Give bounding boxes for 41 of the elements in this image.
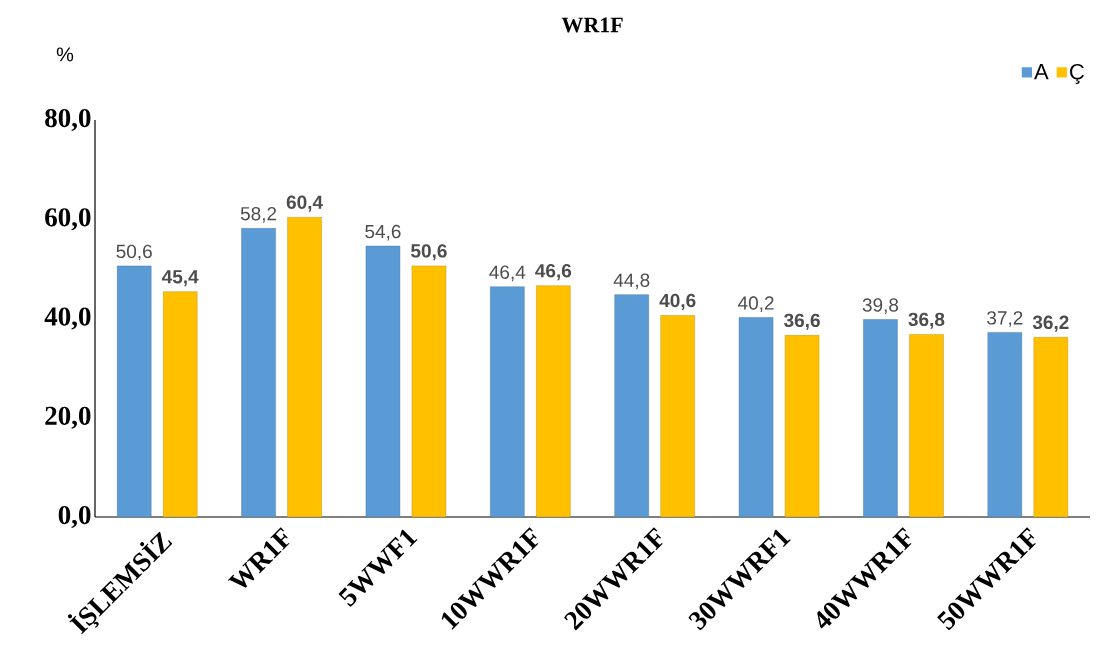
bar [490, 286, 525, 517]
data-label: 45,4 [161, 270, 199, 287]
y-tick-label: 60,0 [45, 208, 91, 231]
bar [863, 319, 898, 517]
bar [614, 294, 649, 517]
bar [660, 315, 695, 517]
y-tick-label: 20,0 [45, 406, 91, 429]
legend-label: A [1034, 64, 1049, 80]
bar [909, 334, 944, 517]
bar [241, 227, 276, 517]
bar [784, 335, 820, 517]
data-label: 54,6 [365, 224, 401, 241]
bar [116, 265, 152, 517]
y-axis-title: % [56, 47, 74, 62]
data-label: 36,6 [784, 313, 820, 330]
data-label: 50,6 [116, 244, 152, 261]
bar [1033, 337, 1069, 517]
data-label: 50,6 [411, 244, 447, 261]
data-label: 44,8 [613, 273, 650, 290]
data-label: 46,6 [535, 264, 572, 281]
bar [365, 245, 401, 517]
data-label: 58,2 [240, 206, 277, 223]
data-label: 60,4 [286, 195, 323, 212]
bar [738, 317, 774, 517]
data-label: 36,2 [1032, 315, 1069, 332]
data-label: 36,8 [908, 312, 945, 329]
bar [162, 291, 198, 517]
y-tick-label: 0,0 [58, 505, 91, 529]
bar [287, 217, 322, 517]
bar [411, 265, 447, 517]
data-label: 39,8 [862, 298, 899, 314]
data-label: 40,6 [659, 293, 696, 310]
bar [536, 285, 571, 517]
legend-label: Ç [1070, 63, 1084, 84]
data-label: 37,2 [987, 311, 1023, 327]
y-tick-label: 40,0 [44, 307, 91, 330]
bar [987, 332, 1023, 517]
y-tick-label: 80,0 [45, 108, 91, 132]
chart-title: WR1F [561, 17, 623, 33]
data-label: 46,4 [489, 265, 526, 282]
data-label: 40,2 [738, 296, 774, 312]
